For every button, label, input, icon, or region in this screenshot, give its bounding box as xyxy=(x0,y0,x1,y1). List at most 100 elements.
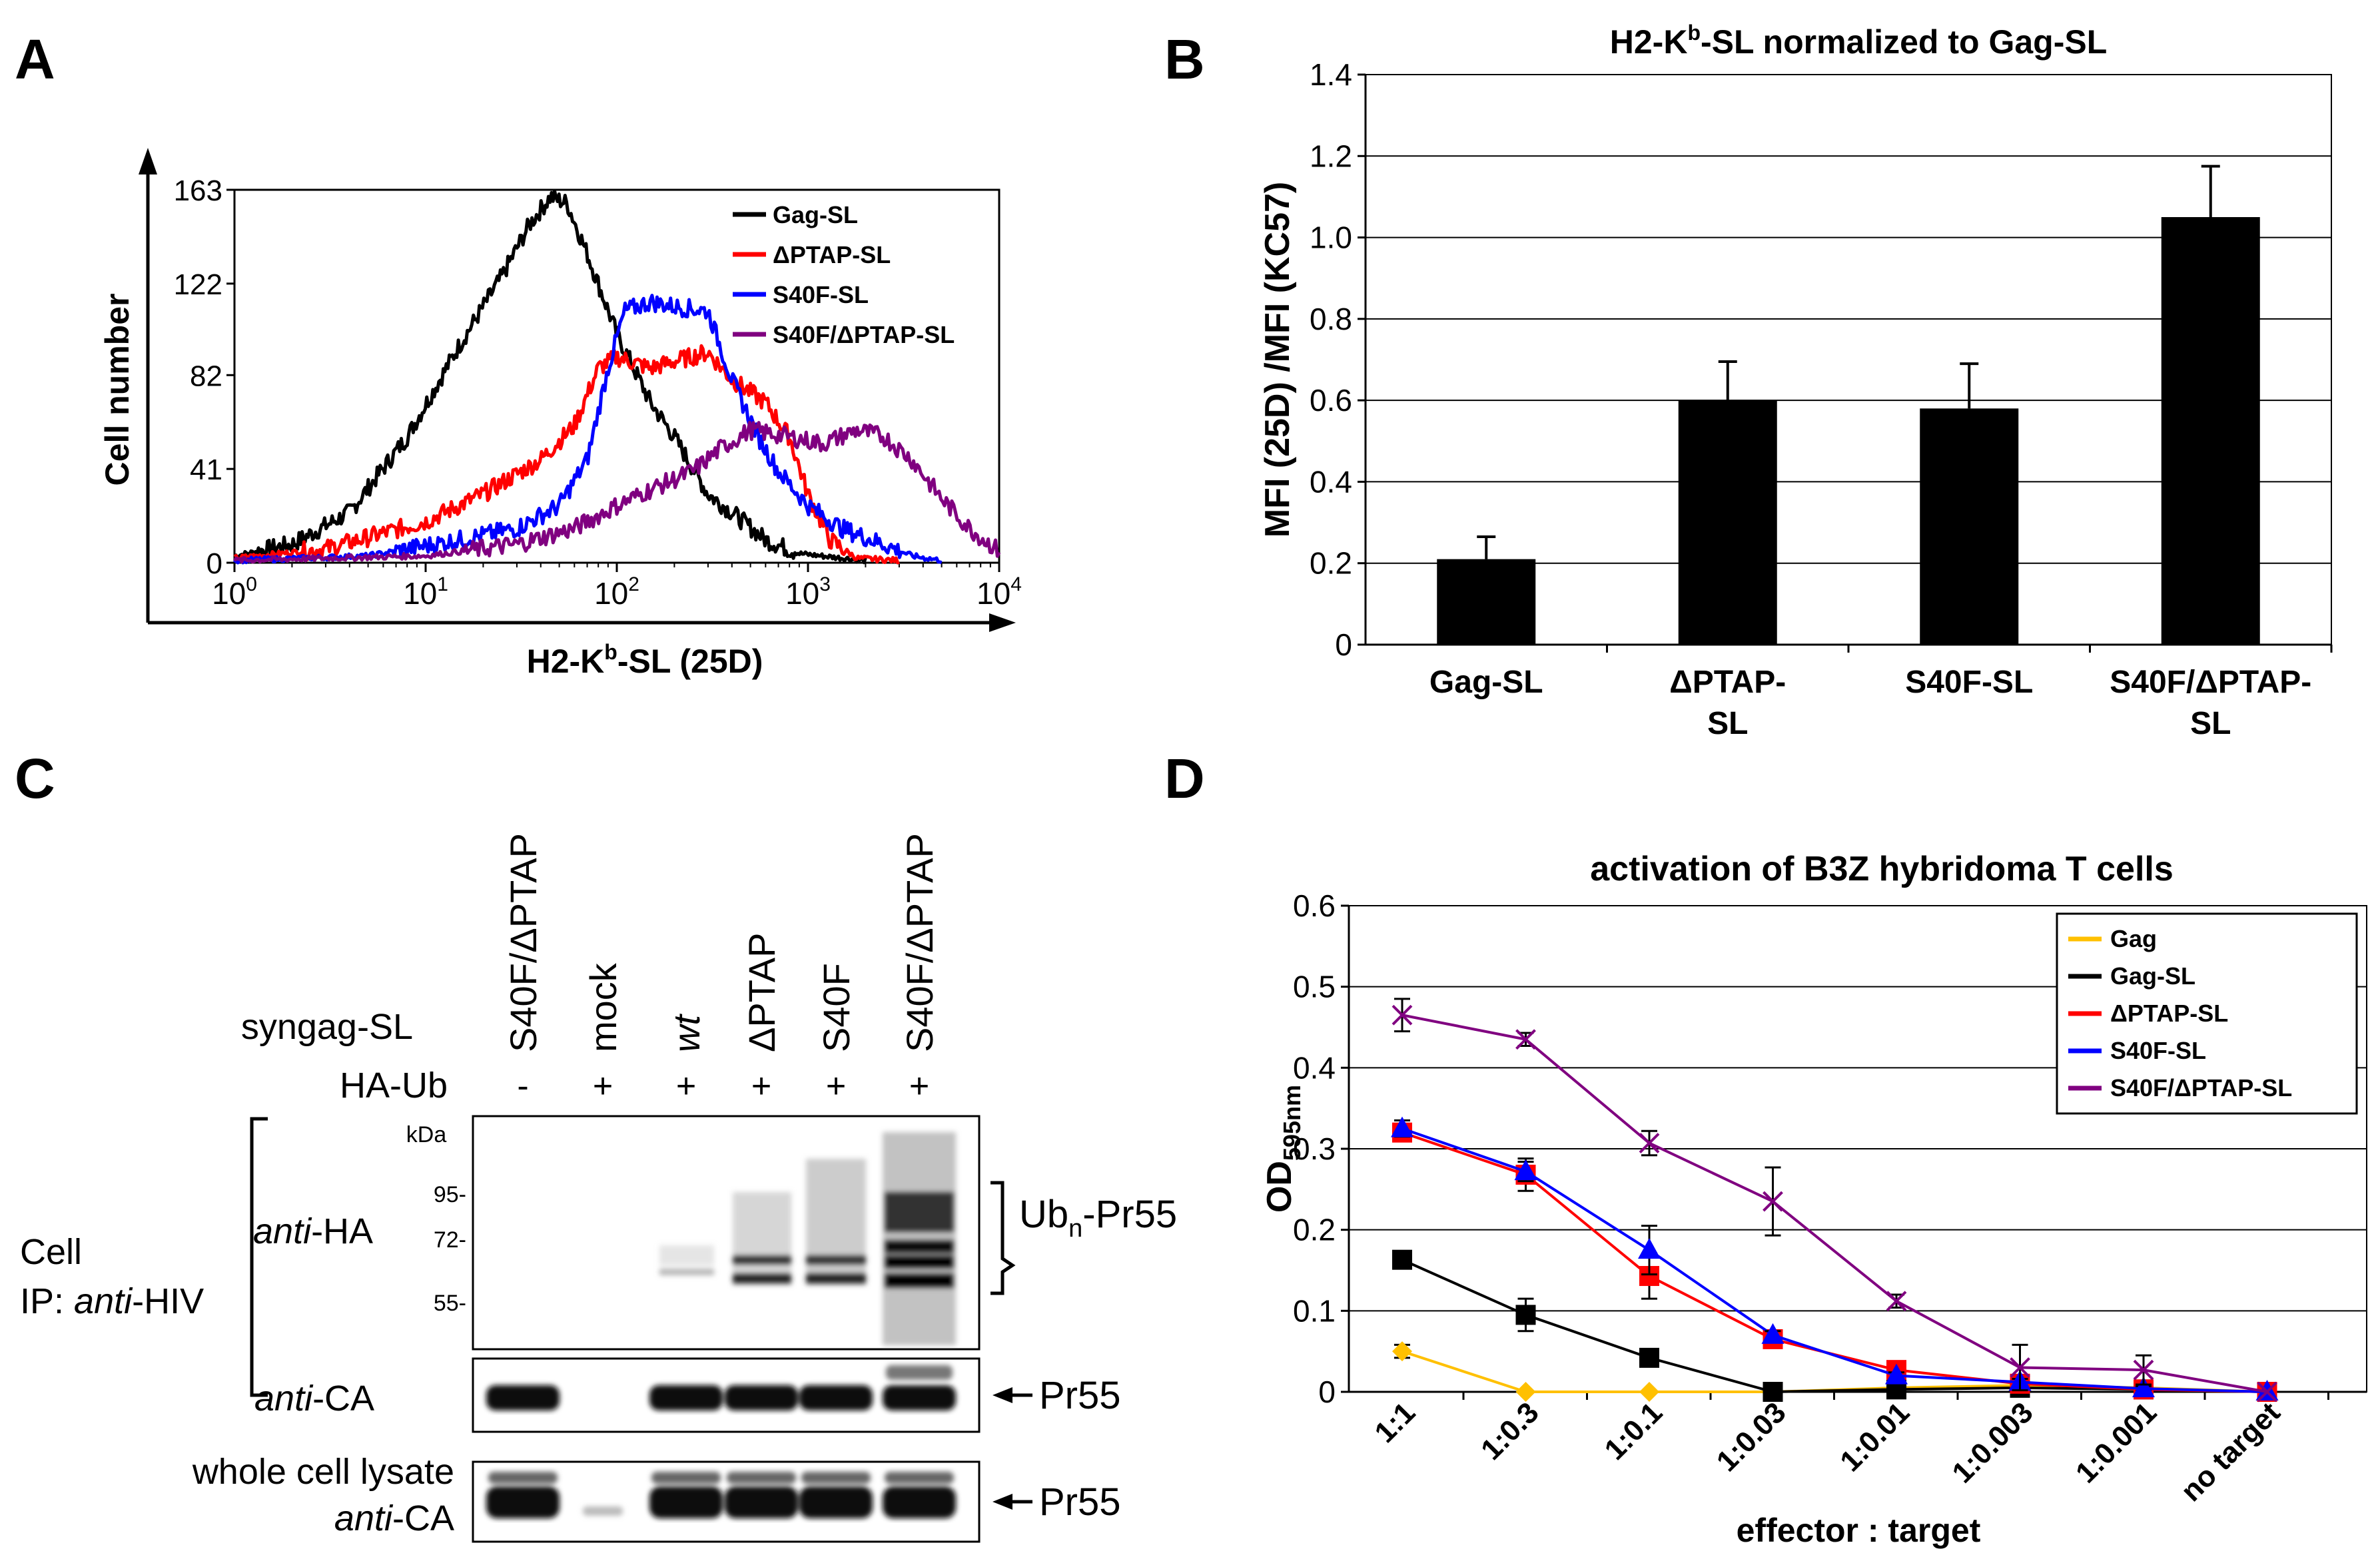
legend-label: S40F-SL xyxy=(773,281,869,308)
marker-x xyxy=(1515,1029,1536,1050)
panel-label-d: D xyxy=(1164,747,1205,810)
panel-label-c: C xyxy=(15,747,55,810)
y-tick-label: 1.0 xyxy=(1310,220,1352,255)
ca-band-wcl-upper xyxy=(727,1472,796,1484)
title-main: H2-K xyxy=(1610,23,1688,61)
y-tick-label: 82 xyxy=(190,360,222,392)
bar-1 xyxy=(1678,400,1777,645)
western-blot-panel: S40F/ΔPTAP mock wt ΔPTAP S40F S40F/ΔPTAP syng… xyxy=(20,833,1177,1543)
ca-bands-wcl xyxy=(486,1472,956,1518)
x-tick-base: 10 xyxy=(403,576,437,611)
marker-72: 72- xyxy=(434,1227,466,1253)
x-tick-base: 10 xyxy=(785,576,819,611)
category-label: SL xyxy=(1707,706,1748,741)
x-ticks: 100 101 102 103 104 xyxy=(212,563,1022,611)
x-tick-label: 1:0.01 xyxy=(1834,1396,1916,1478)
legend-label: ΔPTAP-SL xyxy=(2110,1000,2228,1027)
haub-sign: + xyxy=(826,1067,846,1105)
y-tick-label: 0.4 xyxy=(1310,464,1352,499)
x-tick-exp: 3 xyxy=(819,573,831,595)
title-sup: b xyxy=(1687,21,1701,45)
x-tick-label: 1:0.001 xyxy=(2070,1396,2163,1489)
marker-triangle xyxy=(2132,1377,2155,1398)
arrow-pr55-1 xyxy=(992,1387,1012,1403)
bar-0 xyxy=(1437,559,1536,645)
ha-smears xyxy=(659,1132,956,1345)
marker-diamond xyxy=(1515,1382,1536,1402)
marker-triangle xyxy=(1638,1238,1661,1259)
ca-band-ip xyxy=(486,1385,560,1410)
haub-signs: - + + + + + xyxy=(517,1067,929,1105)
y-axis-label: MFI (25D) /MFI (KC57) xyxy=(1258,182,1297,537)
legend-label: Gag-SL xyxy=(2110,962,2195,990)
x-tick-label: 1:0.3 xyxy=(1475,1396,1545,1466)
haub-sign: + xyxy=(676,1067,696,1105)
y-tick-label: 0 xyxy=(206,547,222,580)
lane-label: wt xyxy=(665,1014,707,1052)
x-tick-label: 1:0.1 xyxy=(1599,1396,1669,1466)
ca-band-ip xyxy=(725,1385,798,1410)
haub-row-title: HA-Ub xyxy=(340,1066,448,1105)
legend-box xyxy=(2056,912,2358,1115)
axis-arrowhead-x xyxy=(989,613,1016,632)
x-axis-label: effector : target xyxy=(1737,1512,1981,1549)
x-axis-label: H2-Kb-SL (25D) xyxy=(527,640,763,680)
smear-s40f xyxy=(806,1159,866,1285)
bar-chart-panel: H2-Kb-SL normalized to Gag-SL 0 0.2 0.4 0.6… xyxy=(1258,21,2333,741)
y-tick-label: 0.1 xyxy=(1293,1293,1336,1328)
marker-triangle xyxy=(1761,1323,1785,1344)
kda-label: kDa xyxy=(406,1122,447,1147)
ca-band-wcl-upper xyxy=(885,1472,954,1484)
smear-dptap-b2 xyxy=(733,1273,791,1284)
panel-label-b: B xyxy=(1164,28,1205,91)
anti-ca-italic: anti xyxy=(254,1379,314,1418)
series-line-1 xyxy=(1401,1258,2267,1394)
smear-dptap-b1 xyxy=(733,1255,791,1265)
bar-2 xyxy=(1920,408,2019,645)
series-line-0 xyxy=(233,189,867,565)
marker-diamond xyxy=(1392,1341,1412,1362)
legend-label: ΔPTAP-SL xyxy=(773,241,891,268)
marker-square xyxy=(1763,1382,1783,1402)
ubn-tail: -Pr55 xyxy=(1082,1193,1177,1236)
x-tick-label: 100 xyxy=(212,573,257,611)
anti-ha-tail: -HA xyxy=(311,1211,373,1251)
whole-cell-label: whole cell lysate xyxy=(192,1452,454,1492)
ca-band-wcl xyxy=(799,1486,873,1518)
haub-sign: - xyxy=(517,1067,528,1105)
y-tick-label: 0.2 xyxy=(1310,546,1352,581)
y-tick-label: 0.4 xyxy=(1293,1050,1336,1085)
ca-band-wcl-upper xyxy=(801,1472,871,1484)
y-tick-label: 1.2 xyxy=(1310,139,1352,173)
smear-dptap xyxy=(733,1192,791,1285)
pr55-label-2: Pr55 xyxy=(1039,1480,1121,1524)
x-tick-exp: 4 xyxy=(1010,573,1022,595)
ubn-label: Ubn-Pr55 xyxy=(1019,1193,1177,1243)
y-tick-label: 163 xyxy=(174,174,222,207)
lane-label: S40F xyxy=(815,963,857,1052)
y-tick-label: 0 xyxy=(1335,627,1352,662)
y-tick-label: 1.4 xyxy=(1310,57,1352,92)
lane-label: S40F/ΔPTAP xyxy=(502,833,544,1052)
title-tail: -SL normalized to Gag-SL xyxy=(1701,23,2107,61)
smear-wt xyxy=(659,1269,714,1275)
x-tick-label: 1:0.03 xyxy=(1711,1396,1792,1478)
arrow-pr55-2 xyxy=(992,1494,1012,1510)
x-tick-exp: 2 xyxy=(628,573,639,595)
wcl-anti-ca-label: anti-CA xyxy=(334,1498,454,1538)
category-label: Gag-SL xyxy=(1429,665,1543,700)
x-tick-exp: 1 xyxy=(437,573,448,595)
x-axis-label-tail: -SL (25D) xyxy=(617,643,763,680)
y-ticks: 0 0.2 0.4 0.6 0.8 1.0 1.2 1.4 xyxy=(1310,57,1366,662)
y-tick-label: 0.6 xyxy=(1310,383,1352,418)
smear-double-b1 xyxy=(885,1240,954,1253)
ubn-bracket xyxy=(991,1181,1016,1295)
series-line-4 xyxy=(1401,1014,2267,1393)
y-axis-label: OD595nm xyxy=(1260,1085,1306,1213)
x-tick-label: 104 xyxy=(977,573,1022,611)
marker-triangle xyxy=(1391,1116,1413,1137)
y-tick-label: 0.5 xyxy=(1293,970,1336,1004)
ca-band-ip xyxy=(883,1385,956,1410)
ca-band-wcl xyxy=(486,1486,560,1518)
